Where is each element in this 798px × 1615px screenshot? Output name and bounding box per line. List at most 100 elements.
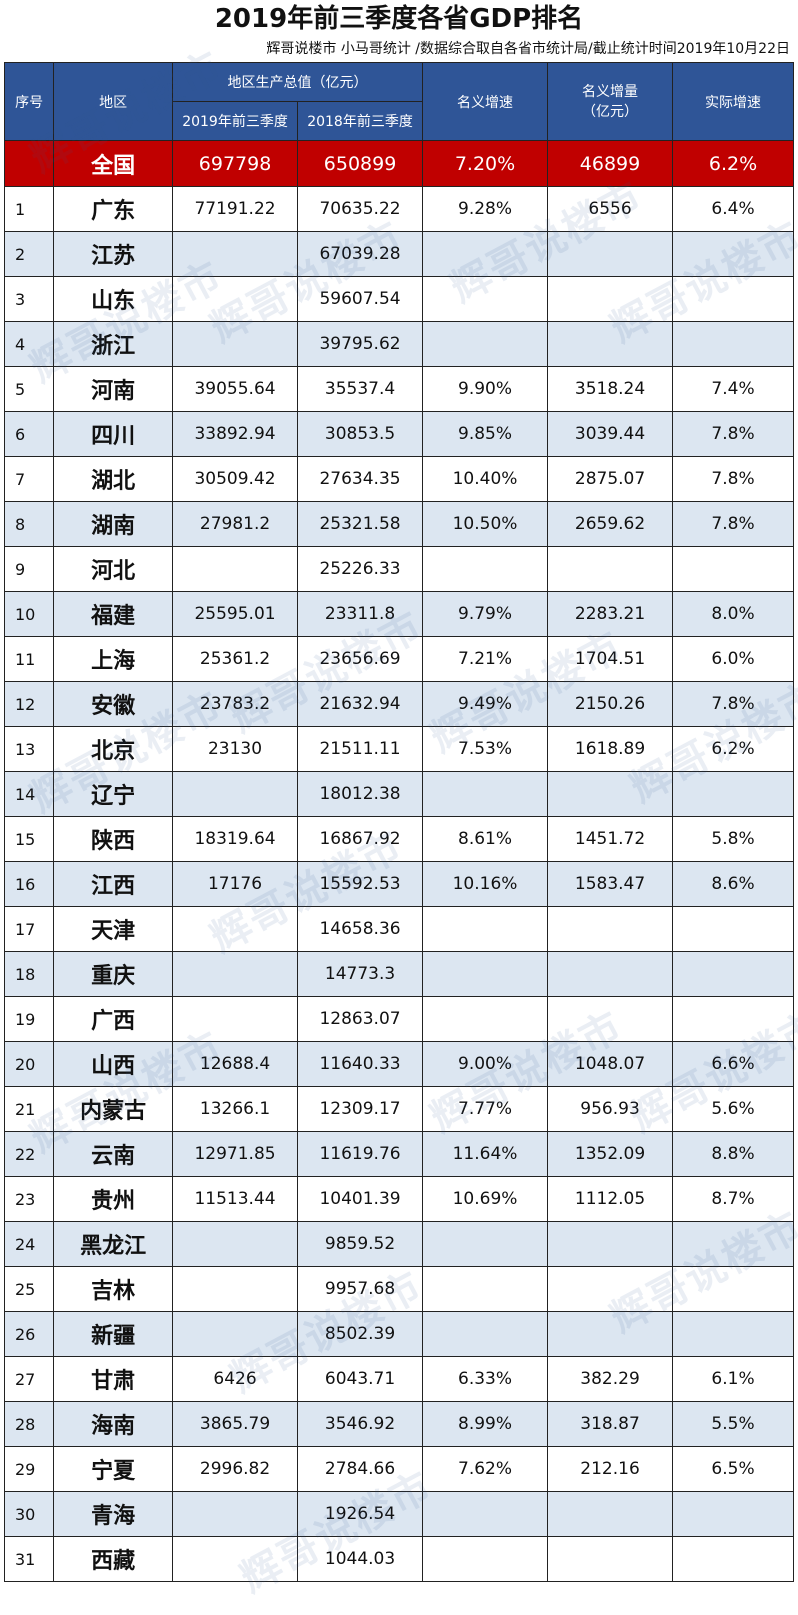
- gdp-2019-cell: 39055.64: [172, 366, 299, 412]
- national-nominal-increase-cell: 46899: [547, 140, 674, 187]
- gdp-2018-cell: 59607.54: [297, 276, 424, 322]
- real-rate-cell: 7.8%: [672, 681, 794, 727]
- rank-cell: 6: [3, 411, 55, 457]
- nominal-rate-cell: 9.79%: [422, 591, 549, 637]
- real-rate-cell: [672, 1311, 794, 1357]
- rank-cell: 21: [3, 1086, 55, 1132]
- nominal-rate-cell: [422, 321, 549, 367]
- real-rate-cell: [672, 1221, 794, 1267]
- real-rate-cell: 7.8%: [672, 501, 794, 547]
- real-rate-cell: 5.6%: [672, 1086, 794, 1132]
- real-rate-cell: 6.5%: [672, 1446, 794, 1492]
- region-cell: 甘肃: [53, 1356, 174, 1402]
- gdp-2018-cell: 16867.92: [297, 816, 424, 862]
- region-cell: 上海: [53, 636, 174, 682]
- gdp-2019-cell: 23130: [172, 726, 299, 772]
- nominal-increase-cell: [547, 906, 674, 952]
- real-rate-cell: [672, 771, 794, 817]
- region-cell: 浙江: [53, 321, 174, 367]
- nominal-increase-cell: 956.93: [547, 1086, 674, 1132]
- table-row: 27 甘肃 6426 6043.71 6.33% 382.29 6.1%: [3, 1356, 794, 1402]
- nominal-rate-cell: 10.69%: [422, 1176, 549, 1222]
- rank-cell: 19: [3, 996, 55, 1042]
- gdp-2019-cell: [172, 1311, 299, 1357]
- table-row: 10 福建 25595.01 23311.8 9.79% 2283.21 8.0%: [3, 591, 794, 637]
- header-real-rate: 实际增速: [672, 62, 794, 141]
- table-row: 31 西藏 1044.03: [3, 1536, 794, 1582]
- region-cell: 山西: [53, 1041, 174, 1087]
- gdp-2019-cell: 27981.2: [172, 501, 299, 547]
- national-nominal-rate-cell: 7.20%: [422, 140, 549, 187]
- nominal-increase-cell: 1451.72: [547, 816, 674, 862]
- nominal-increase-cell: [547, 996, 674, 1042]
- nominal-increase-cell: 2875.07: [547, 456, 674, 502]
- rank-cell: 29: [3, 1446, 55, 1492]
- gdp-2018-cell: 67039.28: [297, 231, 424, 277]
- gdp-2018-cell: 9859.52: [297, 1221, 424, 1267]
- real-rate-cell: [672, 951, 794, 997]
- nominal-rate-cell: 8.61%: [422, 816, 549, 862]
- nominal-increase-cell: [547, 1311, 674, 1357]
- table-row: 23 贵州 11513.44 10401.39 10.69% 1112.05 8.7%: [3, 1176, 794, 1222]
- region-cell: 北京: [53, 726, 174, 772]
- nominal-increase-cell: [547, 1221, 674, 1267]
- table-row: 21 内蒙古 13266.1 12309.17 7.77% 956.93 5.6%: [3, 1086, 794, 1132]
- nominal-rate-cell: 10.40%: [422, 456, 549, 502]
- region-cell: 河南: [53, 366, 174, 412]
- nominal-rate-cell: 7.62%: [422, 1446, 549, 1492]
- region-cell: 天津: [53, 906, 174, 952]
- region-cell: 福建: [53, 591, 174, 637]
- nominal-increase-cell: 212.16: [547, 1446, 674, 1492]
- gdp-2019-cell: [172, 771, 299, 817]
- gdp-2018-cell: 6043.71: [297, 1356, 424, 1402]
- nominal-rate-cell: 8.99%: [422, 1401, 549, 1447]
- table-row: 17 天津 14658.36: [3, 906, 794, 952]
- rank-cell: 20: [3, 1041, 55, 1087]
- real-rate-cell: 6.1%: [672, 1356, 794, 1402]
- gdp-2018-cell: 15592.53: [297, 861, 424, 907]
- gdp-2019-cell: [172, 231, 299, 277]
- nominal-rate-cell: [422, 951, 549, 997]
- nominal-rate-cell: 7.53%: [422, 726, 549, 772]
- gdp-2019-cell: 25361.2: [172, 636, 299, 682]
- page-title: 2019年前三季度各省GDP排名: [214, 4, 584, 34]
- region-cell: 新疆: [53, 1311, 174, 1357]
- table-row: 4 浙江 39795.62: [3, 321, 794, 367]
- gdp-2019-cell: [172, 906, 299, 952]
- gdp-2018-cell: 27634.35: [297, 456, 424, 502]
- region-cell: 内蒙古: [53, 1086, 174, 1132]
- rank-cell: 10: [3, 591, 55, 637]
- rank-cell: 24: [3, 1221, 55, 1267]
- table-row: 8 湖南 27981.2 25321.58 10.50% 2659.62 7.8%: [3, 501, 794, 547]
- gdp-2019-cell: [172, 1536, 299, 1582]
- nominal-increase-cell: [547, 276, 674, 322]
- gdp-2018-cell: 9957.68: [297, 1266, 424, 1312]
- real-rate-cell: 6.0%: [672, 636, 794, 682]
- gdp-2019-cell: 2996.82: [172, 1446, 299, 1492]
- nominal-increase-cell: [547, 321, 674, 367]
- gdp-2018-cell: 11640.33: [297, 1041, 424, 1087]
- region-cell: 安徽: [53, 681, 174, 727]
- national-gdp-2019-cell: 697798: [172, 140, 299, 187]
- region-cell: 山东: [53, 276, 174, 322]
- table-row: 15 陕西 18319.64 16867.92 8.61% 1451.72 5.8%: [3, 816, 794, 862]
- table-row: 6 四川 33892.94 30853.5 9.85% 3039.44 7.8%: [3, 411, 794, 457]
- rank-cell: 27: [3, 1356, 55, 1402]
- table-row: 9 河北 25226.33: [3, 546, 794, 592]
- real-rate-cell: 6.2%: [672, 726, 794, 772]
- gdp-2018-cell: 25226.33: [297, 546, 424, 592]
- real-rate-cell: [672, 1266, 794, 1312]
- table-row: 1 广东 77191.22 70635.22 9.28% 6556 6.4%: [3, 186, 794, 232]
- nominal-rate-cell: 11.64%: [422, 1131, 549, 1177]
- nominal-increase-cell: 1583.47: [547, 861, 674, 907]
- nominal-rate-cell: [422, 1266, 549, 1312]
- region-cell: 河北: [53, 546, 174, 592]
- nominal-rate-cell: [422, 1311, 549, 1357]
- rank-cell: 16: [3, 861, 55, 907]
- nominal-rate-cell: 7.21%: [422, 636, 549, 682]
- rank-cell: 31: [3, 1536, 55, 1582]
- gdp-2019-cell: 25595.01: [172, 591, 299, 637]
- nominal-rate-cell: 9.28%: [422, 186, 549, 232]
- rank-cell: 14: [3, 771, 55, 817]
- region-cell: 广西: [53, 996, 174, 1042]
